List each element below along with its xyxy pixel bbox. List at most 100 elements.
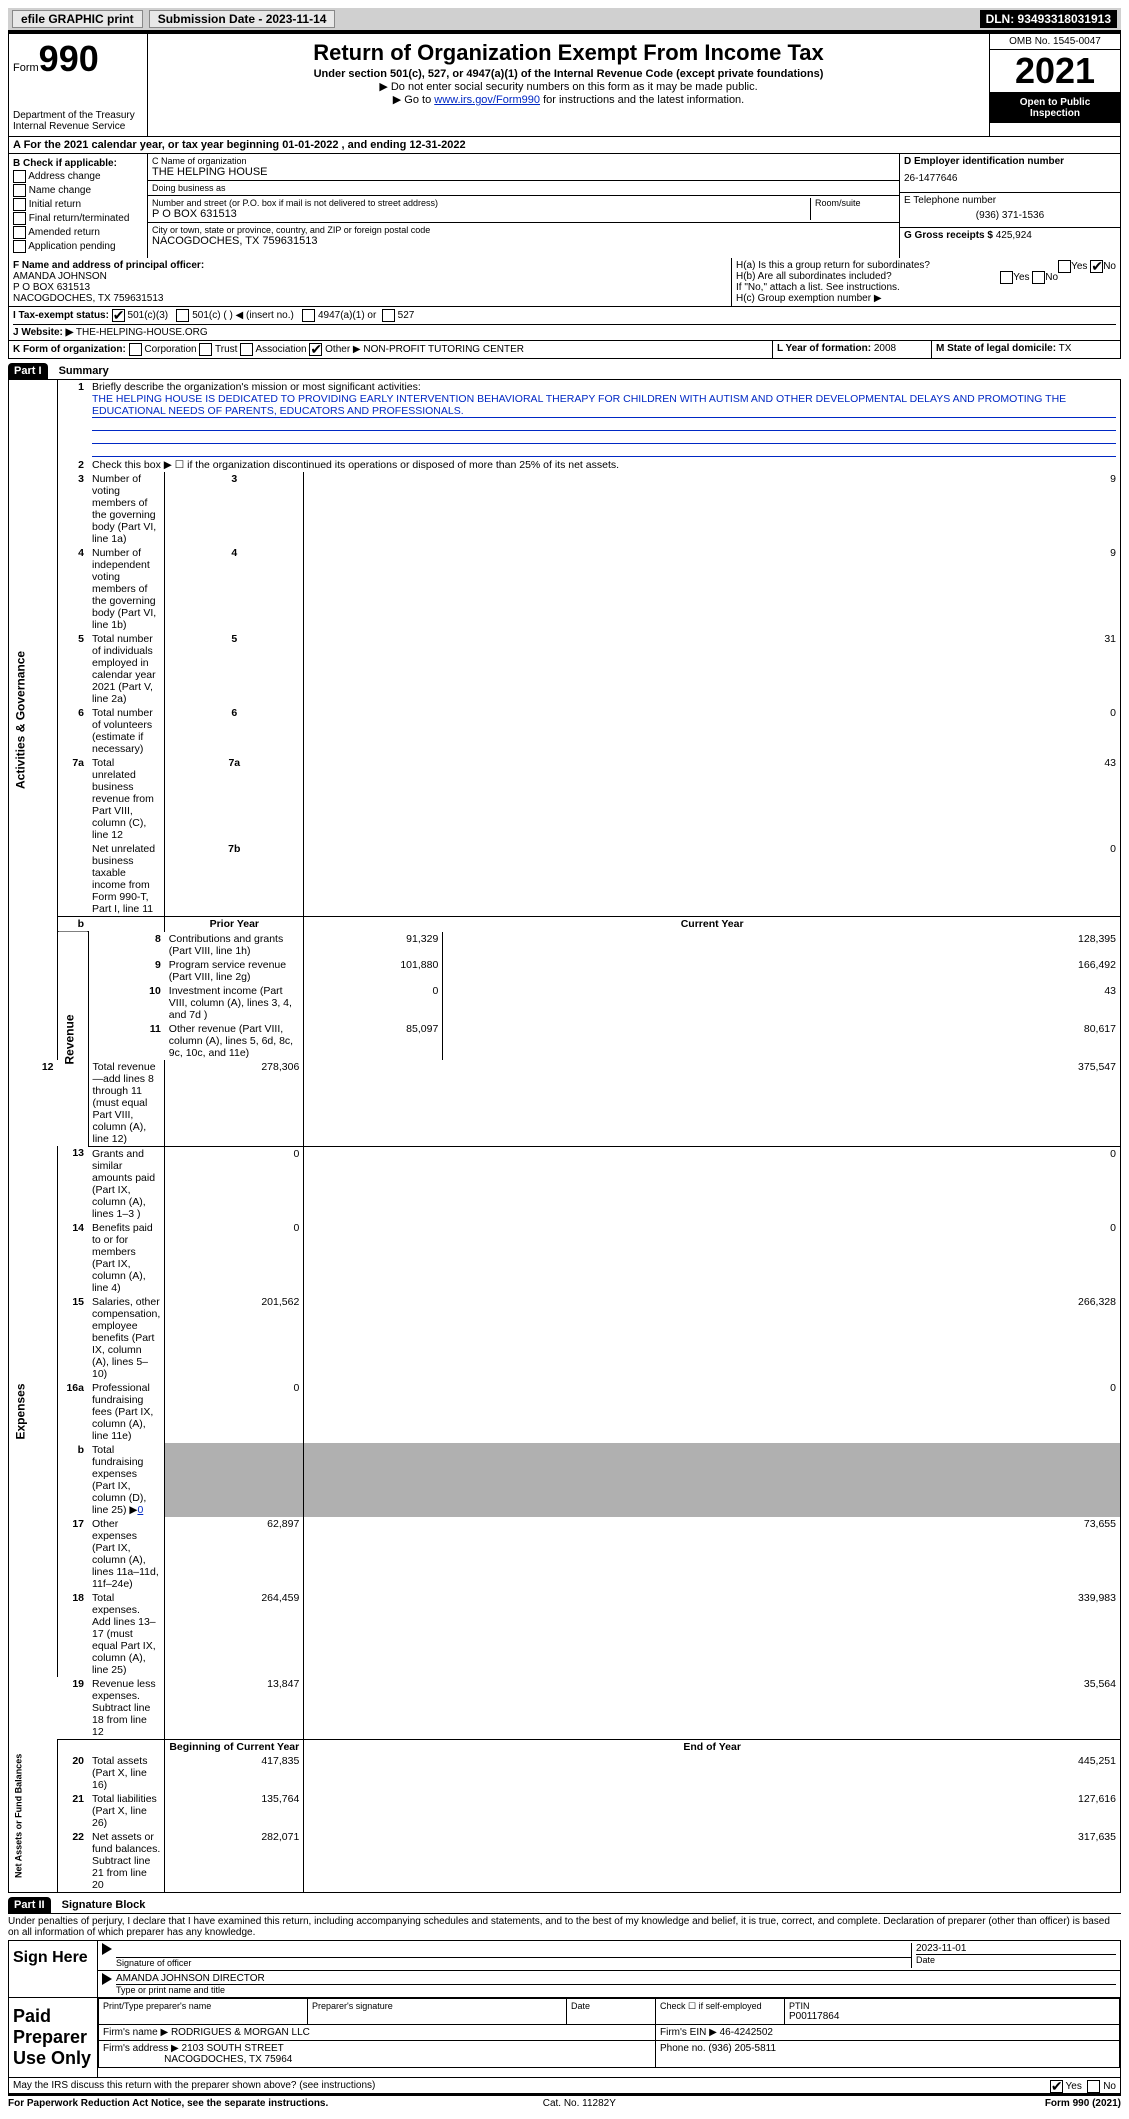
firm-phone-label: Phone no. <box>660 2043 706 2054</box>
line7a-text: Total unrelated business revenue from Pa… <box>88 756 165 842</box>
line22-prior: 282,071 <box>165 1830 304 1893</box>
tax-year: 2021 <box>990 50 1120 93</box>
type-name-label: Type or print name and title <box>116 1984 1116 1995</box>
header-left: Form990 Department of the Treasury Inter… <box>9 34 148 136</box>
cb-501c3[interactable] <box>112 309 125 322</box>
paid-preparer-label: Paid Preparer Use Only <box>9 1998 98 2077</box>
cb-4947[interactable] <box>302 309 315 322</box>
cb-trust[interactable] <box>199 343 212 356</box>
line4-val: 9 <box>304 546 1121 632</box>
line19-curr: 35,564 <box>304 1677 1121 1740</box>
ha-label: H(a) Is this a group return for subordin… <box>736 260 930 271</box>
note2-pre: ▶ Go to <box>393 94 434 106</box>
line19-text: Revenue less expenses. Subtract line 18 … <box>88 1677 165 1740</box>
vert-activities: Activities & Governance <box>9 380 58 1060</box>
hb-yes[interactable] <box>1000 271 1013 284</box>
line17-prior: 62,897 <box>165 1517 304 1591</box>
hc-label: H(c) Group exemption number ▶ <box>736 293 1116 304</box>
irs-link[interactable]: www.irs.gov/Form990 <box>434 94 540 106</box>
cb-final-return[interactable]: Final return/terminated <box>13 212 143 225</box>
ptin-value: P00117864 <box>789 2011 1115 2022</box>
part1-header: Part I <box>8 363 48 379</box>
line7b-val: 0 <box>304 842 1121 917</box>
discuss-no[interactable] <box>1087 2080 1100 2093</box>
vert-expenses: Expenses <box>9 1146 58 1677</box>
col-c-org-info: C Name of organization THE HELPING HOUSE… <box>148 154 900 258</box>
cb-other[interactable] <box>309 343 322 356</box>
vert-netassets: Net Assets or Fund Balances <box>9 1739 58 1892</box>
cb-amended[interactable]: Amended return <box>13 226 143 239</box>
cb-address-change[interactable]: Address change <box>13 170 143 183</box>
firm-name-label: Firm's name ▶ <box>103 2027 168 2038</box>
omb-number: OMB No. 1545-0047 <box>990 34 1120 50</box>
cb-527[interactable] <box>382 309 395 322</box>
cb-assoc[interactable] <box>240 343 253 356</box>
addr-label: Number and street (or P.O. box if mail i… <box>152 198 810 208</box>
website-label: J Website: ▶ <box>13 327 73 338</box>
line12-curr: 375,547 <box>304 1060 1121 1147</box>
city-label: City or town, state or province, country… <box>152 225 895 235</box>
line17-text: Other expenses (Part IX, column (A), lin… <box>88 1517 165 1591</box>
cb-501c[interactable] <box>176 309 189 322</box>
main-info-block: B Check if applicable: Address change Na… <box>8 154 1121 258</box>
part2-header: Part II <box>8 1897 51 1913</box>
line14-curr: 0 <box>304 1221 1121 1295</box>
org-name-label: C Name of organization <box>152 156 895 166</box>
phone-label: E Telephone number <box>904 195 1116 206</box>
preparer-section: Paid Preparer Use Only Print/Type prepar… <box>8 1998 1121 2078</box>
firm-name-value: RODRIGUES & MORGAN LLC <box>171 2027 310 2038</box>
efile-print-button[interactable]: efile GRAPHIC print <box>12 10 143 28</box>
line18-prior: 264,459 <box>165 1591 304 1677</box>
firm-addr2: NACOGDOCHES, TX 75964 <box>164 2054 292 2065</box>
state-domicile: M State of legal domicile: TX <box>932 341 1120 358</box>
line9-text: Program service revenue (Part VIII, line… <box>165 958 304 984</box>
part2-title: Signature Block <box>54 1899 146 1911</box>
officer-name: AMANDA JOHNSON <box>13 271 107 282</box>
arrow-icon <box>102 1943 112 1955</box>
line2-text: Check this box ▶ ☐ if the organization d… <box>88 458 1121 472</box>
briefly-label: Briefly describe the organization's miss… <box>92 381 421 393</box>
line12-prior: 278,306 <box>165 1060 304 1147</box>
line7a-val: 43 <box>304 756 1121 842</box>
ein-label: D Employer identification number <box>904 156 1116 167</box>
arrow-icon <box>102 1973 112 1985</box>
line11-text: Other revenue (Part VIII, column (A), li… <box>165 1022 304 1060</box>
form-of-org: K Form of organization: Corporation Trus… <box>9 341 773 358</box>
tax-exempt-status: I Tax-exempt status: 501(c)(3) 501(c) ( … <box>13 309 1116 322</box>
discuss-yes[interactable] <box>1050 2080 1063 2093</box>
cb-application-pending[interactable]: Application pending <box>13 240 143 253</box>
line8-curr: 128,395 <box>443 932 1121 958</box>
note-link: ▶ Go to www.irs.gov/Form990 for instruct… <box>152 93 985 106</box>
row-a-calendar: A For the 2021 calendar year, or tax yea… <box>8 137 1121 154</box>
date-label: Date <box>916 1954 1116 1965</box>
ha-yes[interactable] <box>1058 260 1071 273</box>
cb-initial-return[interactable]: Initial return <box>13 198 143 211</box>
row-k: K Form of organization: Corporation Trus… <box>8 341 1121 359</box>
other-value: NON-PROFIT TUTORING CENTER <box>363 344 524 355</box>
room-label: Room/suite <box>815 198 895 208</box>
col-d-ein: D Employer identification number 26-1477… <box>900 154 1120 258</box>
end-year-header: End of Year <box>304 1739 1121 1754</box>
irs-label: Internal Revenue Service <box>13 121 143 132</box>
line10-text: Investment income (Part VIII, column (A)… <box>165 984 304 1022</box>
ein-value: 26-1477646 <box>904 167 1116 190</box>
form-ref: Form 990 (2021) <box>1045 2098 1121 2109</box>
self-employed-check: Check ☐ if self-employed <box>656 1998 785 2024</box>
line15-prior: 201,562 <box>165 1295 304 1381</box>
hb-no[interactable] <box>1032 271 1045 284</box>
line13-text: Grants and similar amounts paid (Part IX… <box>88 1146 165 1221</box>
line21-prior: 135,764 <box>165 1792 304 1830</box>
ha-no[interactable] <box>1090 260 1103 273</box>
gray-cell-1 <box>165 1443 304 1517</box>
line8-text: Contributions and grants (Part VIII, lin… <box>165 932 304 958</box>
cb-corp[interactable] <box>129 343 142 356</box>
note2-post: for instructions and the latest informat… <box>540 94 744 106</box>
line-b-val[interactable]: 0 <box>137 1504 143 1516</box>
officer-addr1: P O BOX 631513 <box>13 282 90 293</box>
line16a-curr: 0 <box>304 1381 1121 1443</box>
submission-date-button[interactable]: Submission Date - 2023-11-14 <box>149 10 336 28</box>
cb-name-change[interactable]: Name change <box>13 184 143 197</box>
discuss-row: May the IRS discuss this return with the… <box>8 2078 1121 2094</box>
gray-cell-2 <box>304 1443 1121 1517</box>
vert-revenue: Revenue <box>58 932 89 1147</box>
